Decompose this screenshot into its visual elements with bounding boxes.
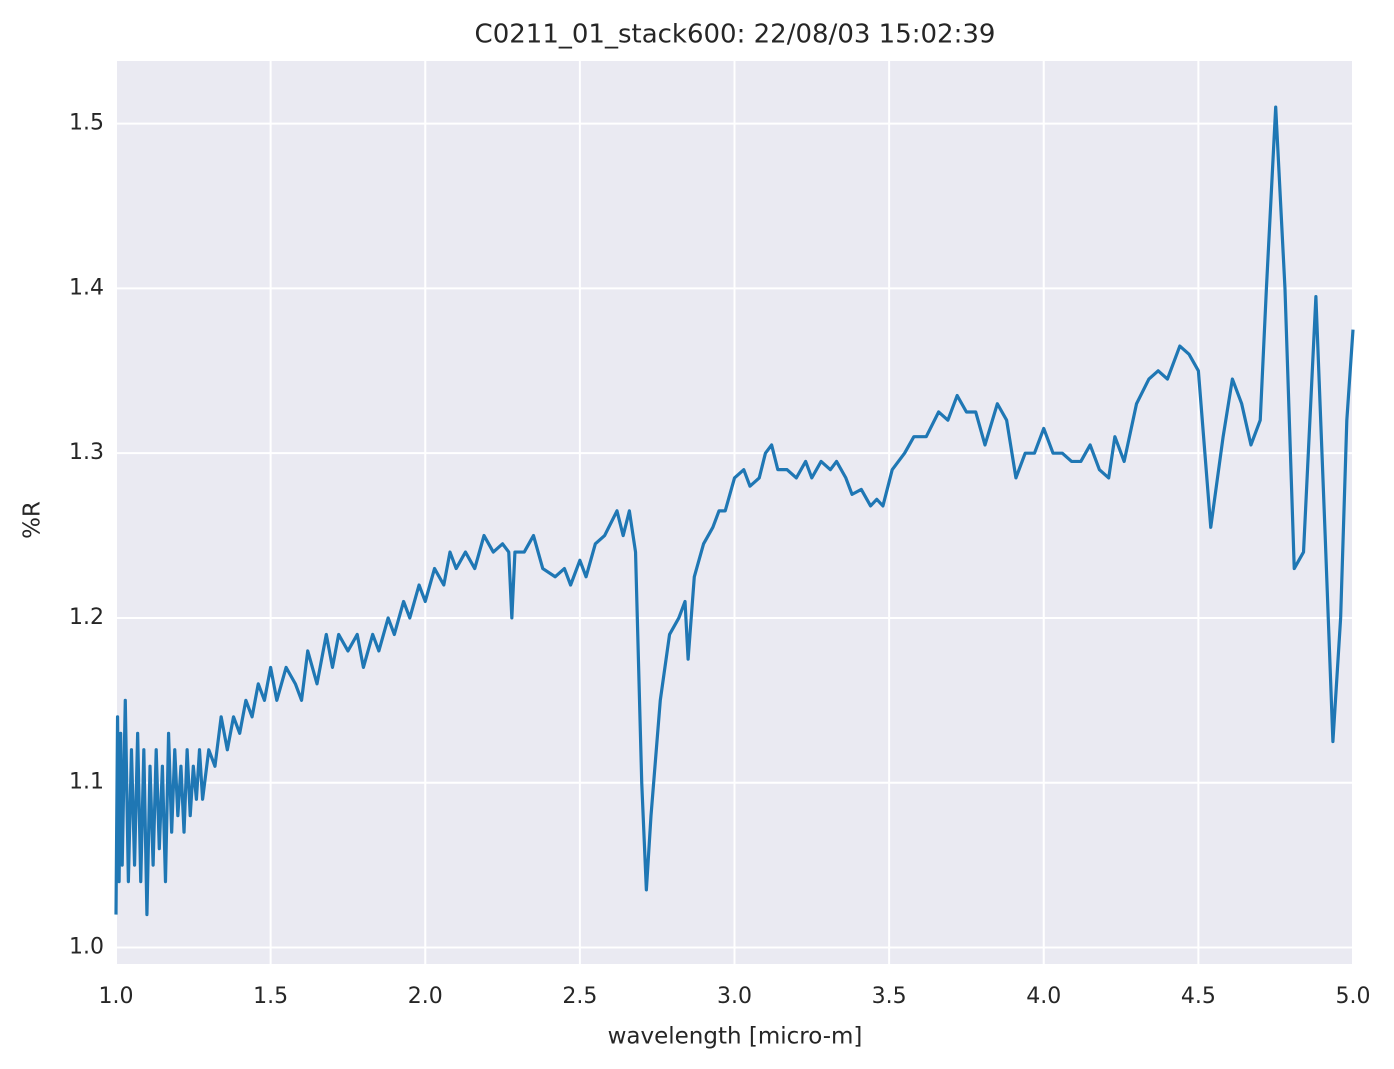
y-tick-label: 1.2 <box>69 605 104 630</box>
x-tick-label: 1.0 <box>99 984 134 1009</box>
x-tick-label: 2.0 <box>408 984 443 1009</box>
x-tick-label: 4.5 <box>1181 984 1216 1009</box>
y-tick-label: 1.5 <box>69 111 104 136</box>
data-line <box>114 105 1355 917</box>
y-axis-label: %R <box>20 501 46 539</box>
y-tick-label: 1.4 <box>69 275 104 300</box>
x-tick-label: 5.0 <box>1336 984 1371 1009</box>
x-axis-label: wavelength [micro-m] <box>608 1024 863 1050</box>
x-tick-label: 4.0 <box>1026 984 1061 1009</box>
x-tick-label: 1.5 <box>253 984 288 1009</box>
y-tick-label: 1.1 <box>69 770 104 795</box>
chart-title: C0211_01_stack600: 22/08/03 15:02:39 <box>475 20 996 50</box>
y-tick-label: 1.3 <box>69 440 104 465</box>
y-tick-label: 1.0 <box>69 935 104 960</box>
x-tick-label: 3.0 <box>717 984 752 1009</box>
x-tick-label: 2.5 <box>562 984 597 1009</box>
x-tick-label: 3.5 <box>872 984 907 1009</box>
